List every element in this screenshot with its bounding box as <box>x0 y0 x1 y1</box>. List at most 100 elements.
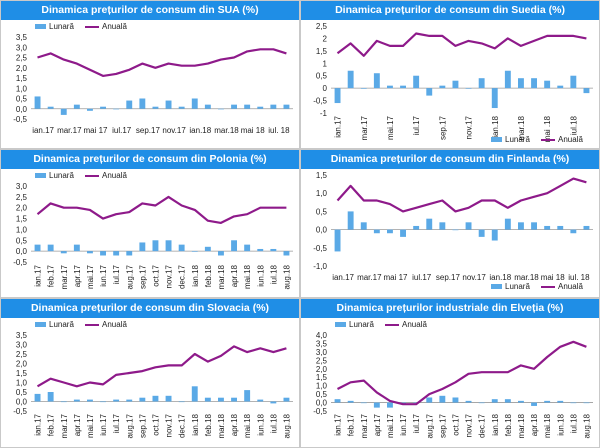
bar-monthly <box>165 240 172 252</box>
y-tick-label: 2 <box>323 34 328 43</box>
y-tick-label: 2,5 <box>16 54 28 63</box>
bar-monthly <box>270 401 277 404</box>
bar-monthly <box>347 211 354 230</box>
chart-suedia: -1 -0,5 0 0,5 1 1,5 2 2,5 ian.17 mar.17 mai.17 iul.… <box>313 22 593 144</box>
y-tick-label: 2,5 <box>316 356 328 365</box>
legend-monthly-label: Lunară <box>349 320 374 329</box>
bar-monthly <box>191 98 198 109</box>
y-tick-label: 1,5 <box>16 74 28 83</box>
bar-monthly <box>439 222 446 230</box>
x-tick-label: feb.17 <box>47 413 56 436</box>
bar-monthly <box>152 395 159 402</box>
y-tick-label: 0,0 <box>16 398 28 407</box>
x-tick-label: feb.17 <box>47 264 56 287</box>
x-tick-label: mai.18 <box>543 413 552 438</box>
x-tick-label: sep.17 <box>438 115 447 140</box>
bar-monthly <box>47 106 54 109</box>
bar-monthly <box>531 222 537 230</box>
x-tick-label: iul. 18 <box>568 273 590 282</box>
bar-monthly <box>47 392 54 402</box>
bar-monthly <box>218 251 224 256</box>
chart-panel-sua: Dinamica prețurilor de consum din SUA (%… <box>0 0 300 149</box>
legend-monthly-swatch <box>491 137 502 142</box>
bar-monthly <box>360 402 367 404</box>
bar-monthly <box>139 98 146 109</box>
chart-panel-elvetia: Dinamica prețurilor industriale din Elve… <box>300 298 600 448</box>
x-tick-label: ian.17 <box>334 413 343 435</box>
x-tick-label: mar.18 <box>217 413 226 438</box>
bar-monthly <box>257 399 264 402</box>
bar-monthly <box>452 397 459 403</box>
bar-monthly <box>257 248 264 252</box>
x-tick-label: nov.17 <box>462 273 486 282</box>
y-tick-label: 1,0 <box>316 382 328 391</box>
x-tick-label: mar.18 <box>514 273 539 282</box>
x-tick-label: iun.17 <box>99 413 108 435</box>
bar-monthly <box>387 229 393 234</box>
bar-monthly <box>113 399 120 402</box>
y-tick-label: 1,0 <box>316 189 328 198</box>
bar-monthly <box>126 251 133 256</box>
x-tick-label: ian.18 <box>491 413 500 435</box>
legend-monthly-swatch <box>491 284 502 289</box>
x-tick-label: mai.17 <box>86 264 95 289</box>
bar-monthly <box>87 108 93 111</box>
bar-monthly <box>73 399 80 402</box>
legend-annual-label: Anuală <box>558 282 583 291</box>
x-tick-label: mai.17 <box>386 115 395 140</box>
x-tick-label: iul.17 <box>112 264 121 284</box>
x-tick-label: iul.18 <box>569 413 578 433</box>
bar-monthly <box>191 251 198 252</box>
bar-monthly <box>34 244 41 252</box>
legend-monthly-label: Lunară <box>505 135 530 144</box>
y-tick-label: 2,0 <box>316 365 328 374</box>
y-tick-label: 0,5 <box>316 207 328 216</box>
x-tick-label: apr.17 <box>73 413 82 436</box>
x-tick-label: aug.17 <box>125 264 134 289</box>
chart-title: Dinamica prețurilor industriale din Elve… <box>301 299 599 318</box>
bar-monthly <box>452 80 459 89</box>
x-tick-label: sep.17 <box>138 264 147 289</box>
bar-monthly <box>491 88 498 109</box>
x-tick-label: sep.17 <box>436 273 461 282</box>
bar-monthly <box>583 402 590 404</box>
bar-monthly <box>531 402 537 406</box>
bar-monthly <box>334 399 341 403</box>
bar-monthly <box>87 399 93 402</box>
legend-annual-label: Anuală <box>102 171 127 180</box>
y-tick-label: 1,0 <box>16 84 28 93</box>
bar-monthly <box>34 96 41 109</box>
x-tick-label: iun.18 <box>256 413 265 435</box>
bar-monthly <box>373 229 380 234</box>
y-tick-label: -0,5 <box>313 244 327 253</box>
bar-monthly <box>570 229 577 234</box>
y-tick-label: 1,5 <box>16 215 28 224</box>
bar-monthly <box>87 251 93 254</box>
bar-monthly <box>413 225 420 230</box>
y-tick-label: 0,5 <box>316 390 328 399</box>
line-annual <box>336 32 587 57</box>
bar-monthly <box>544 225 551 230</box>
y-tick-label: 0,0 <box>16 105 28 114</box>
bar-monthly <box>465 88 472 89</box>
y-tick-label: 1,5 <box>316 171 328 180</box>
bar-monthly <box>60 108 67 115</box>
legend-monthly-swatch <box>35 173 46 178</box>
y-tick-label: 2,0 <box>16 64 28 73</box>
chart-title: Dinamica prețurilor de consum din Suedia… <box>301 1 599 20</box>
legend-annual-label: Anuală <box>102 320 127 329</box>
y-tick-label: 0,5 <box>16 388 28 397</box>
x-tick-label: mar.17 <box>360 413 369 438</box>
x-tick-label: ian.17 <box>34 264 43 286</box>
bar-monthly <box>100 401 106 403</box>
x-tick-label: feb.18 <box>204 264 213 287</box>
x-tick-label: sep.17 <box>136 126 161 135</box>
x-tick-label: oct.17 <box>451 413 460 435</box>
y-tick-label: 1,5 <box>316 373 328 382</box>
y-tick-label: 1 <box>323 59 328 68</box>
x-tick-label: iul.18 <box>269 264 278 284</box>
x-tick-label: iun.18 <box>256 264 265 286</box>
bar-monthly <box>570 402 577 404</box>
x-tick-label: apr.18 <box>230 413 239 436</box>
y-tick-label: 0,0 <box>316 226 328 235</box>
